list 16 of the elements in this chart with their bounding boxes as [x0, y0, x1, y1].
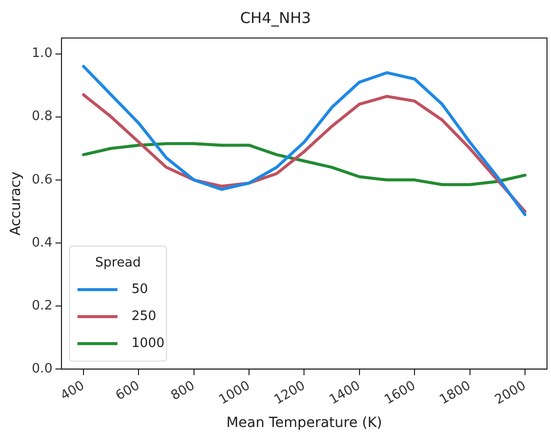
- x-tick-label: 400: [58, 378, 88, 404]
- y-tick-label: 0.6: [32, 172, 52, 188]
- y-tick-label: 0.0: [32, 362, 52, 377]
- y-tick-label: 1.0: [32, 46, 52, 62]
- x-tick-label: 600: [113, 378, 142, 404]
- y-tick-label: 0.8: [32, 109, 52, 124]
- x-tick-label: 800: [168, 378, 198, 404]
- legend-label: 1000: [131, 336, 165, 352]
- chart-title: CH4_NH3: [240, 8, 311, 27]
- y-tick-label: 0.4: [32, 235, 52, 250]
- legend-label: 50: [131, 282, 148, 298]
- y-axis-title: Accuracy: [8, 172, 24, 236]
- y-tick-label: 0.2: [32, 298, 52, 314]
- legend-title: Spread: [95, 256, 141, 271]
- x-axis-title: Mean Temperature (K): [226, 415, 382, 432]
- legend-label: 250: [131, 309, 156, 324]
